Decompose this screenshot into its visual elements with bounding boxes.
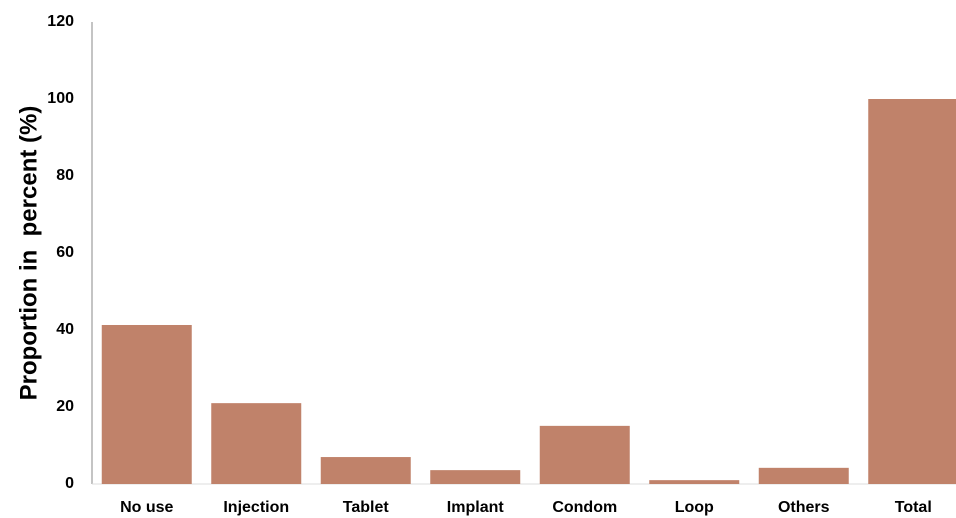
x-tick-label: Loop [675, 499, 714, 516]
x-tick-label: Total [895, 499, 932, 516]
y-tick-label: 80 [56, 167, 74, 184]
bar [649, 480, 740, 484]
bar [758, 467, 849, 484]
x-tick-label: Implant [447, 499, 505, 516]
y-tick-label: 60 [56, 244, 74, 261]
x-tick-label: Tablet [343, 499, 390, 516]
y-tick-label: 120 [47, 13, 74, 30]
bar [320, 457, 411, 484]
y-tick-label: 20 [56, 398, 74, 415]
bar [211, 403, 302, 484]
y-tick-label: 100 [47, 90, 74, 107]
bar [430, 470, 521, 484]
y-tick-label: 40 [56, 321, 74, 338]
bar [868, 99, 956, 484]
y-axis-label: Proportion in percent (%) [15, 106, 42, 401]
bar [101, 324, 192, 484]
x-tick-label: Injection [223, 499, 289, 516]
y-tick-label: 0 [65, 475, 74, 492]
x-tick-label: Others [778, 499, 830, 516]
x-tick-label: No use [120, 499, 173, 516]
x-tick-label: Condom [552, 499, 617, 516]
bar [539, 425, 630, 484]
